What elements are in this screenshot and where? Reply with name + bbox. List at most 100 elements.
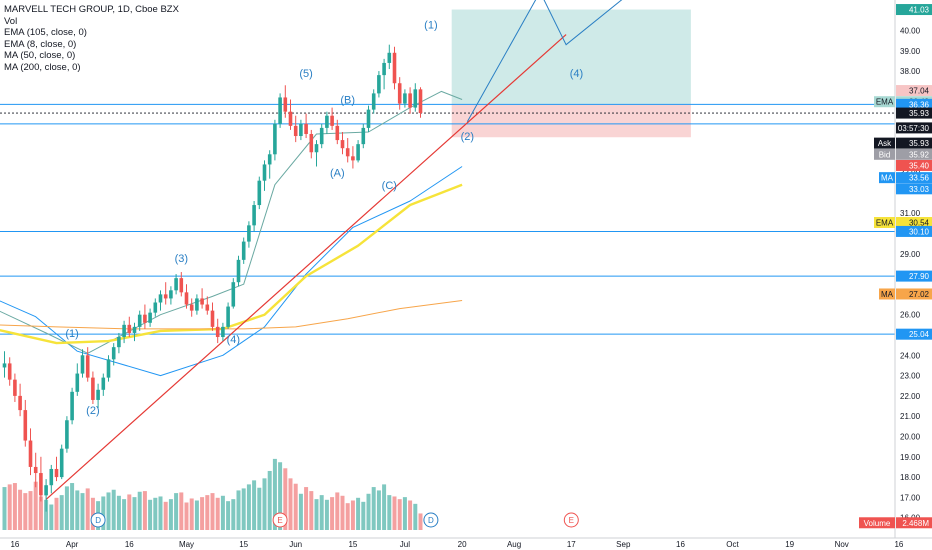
x-tick-label: 16 — [676, 540, 685, 549]
volume-bar — [330, 497, 335, 530]
candle-body — [65, 420, 69, 449]
price-tag-value: 35.92 — [909, 150, 930, 159]
volume-bar — [148, 499, 153, 530]
volume-bar — [59, 495, 64, 530]
y-tick-label: 38.00 — [900, 67, 921, 76]
legend-ema8[interactable]: EMA (8, close, 0) — [4, 38, 77, 50]
candle-body — [231, 282, 236, 307]
volume-bar — [184, 502, 189, 530]
volume-bar — [324, 499, 329, 530]
legend-ma200[interactable]: MA (200, close, 0) — [4, 61, 81, 73]
candle-body — [345, 148, 350, 157]
volume-bar — [194, 500, 199, 530]
volume-bar — [257, 487, 262, 530]
candle-body — [174, 278, 178, 291]
volume-bar — [111, 489, 116, 530]
price-tag — [896, 122, 932, 134]
x-tick-label: 16 — [10, 540, 19, 549]
volume-bars — [2, 458, 423, 530]
candle-body — [49, 468, 54, 486]
volume-bar — [231, 499, 236, 530]
volume-bar — [127, 494, 132, 530]
trend-drawings[interactable] — [45, 0, 644, 500]
price-tag-prefix-box — [874, 148, 895, 160]
candle-body — [75, 373, 80, 392]
candle-body — [169, 290, 173, 299]
volume-bar — [210, 493, 215, 530]
candle-body — [96, 389, 100, 400]
volume-bar — [189, 498, 194, 530]
candle-body — [111, 347, 116, 360]
volume-bar — [413, 503, 418, 530]
volume-bar — [376, 490, 381, 530]
candle-body — [293, 125, 298, 137]
volume-bar — [397, 499, 402, 530]
price-tag — [896, 148, 932, 160]
volume-bar — [288, 478, 293, 530]
x-tick-label: Nov — [835, 540, 849, 549]
volume-bar — [246, 484, 251, 530]
candle-body — [408, 93, 412, 108]
long-position-zone[interactable] — [451, 9, 691, 138]
candle-body — [304, 123, 308, 134]
price-tag-value: 35.93 — [909, 109, 930, 118]
candle-body — [397, 83, 402, 104]
volume-bar — [366, 493, 371, 530]
candle-body — [23, 410, 28, 441]
series-line — [0, 300, 463, 330]
wave-label: (C) — [382, 180, 397, 192]
candle-body — [413, 89, 418, 108]
legend-ema105[interactable]: EMA (105, close, 0) — [4, 27, 87, 38]
legend-volume[interactable]: Vol — [4, 15, 18, 27]
y-tick-label: 20.00 — [900, 432, 921, 441]
price-tag-prefix: Bid — [879, 150, 891, 159]
candle-body — [356, 144, 360, 161]
volume-bar — [304, 487, 309, 530]
price-tag-prefix-box — [879, 172, 895, 184]
volume-bar — [356, 497, 361, 530]
candle-body — [158, 294, 163, 303]
volume-bar — [241, 488, 246, 530]
volume-bar — [80, 493, 85, 530]
volume-bar — [236, 490, 241, 530]
legend-title[interactable]: MARVELL TECH GROUP, 1D, Cboe BZX — [4, 4, 179, 15]
candle-body — [325, 115, 329, 128]
volume-bar — [2, 487, 7, 530]
candle-body — [236, 259, 241, 283]
volume-bar — [382, 484, 387, 530]
x-tick-label: Jul — [400, 540, 410, 549]
legend-ma50[interactable]: MA (50, close, 0) — [4, 50, 76, 61]
x-axis: 16 Apr 16 May 15 Jun 15 Jul 20 Aug 17 Sep 16 Oct 19 Nov… — [0, 537, 932, 549]
volume-bar — [345, 503, 350, 530]
volume-bar — [387, 495, 392, 530]
price-tag-prefix-box — [879, 288, 895, 300]
candle-body — [387, 52, 392, 63]
x-tick-label: Sep — [616, 540, 631, 549]
candle-body — [18, 395, 22, 411]
y-tick-label: 18.00 — [900, 473, 921, 482]
price-tag-value: 35.93 — [909, 139, 930, 148]
candle-body — [7, 363, 12, 380]
candle-body — [2, 363, 7, 368]
candle-body — [85, 355, 90, 378]
volume-bar — [408, 500, 413, 530]
price-tag — [896, 137, 932, 149]
volume-bar — [205, 495, 210, 530]
price-tag-value: 41.03 — [909, 6, 930, 15]
x-tick-label: 17 — [567, 540, 576, 549]
candle-body — [273, 123, 277, 155]
price-tag — [896, 328, 932, 340]
price-tag-prefix: EMA — [876, 219, 894, 228]
candle-body — [137, 314, 142, 327]
candle-body — [309, 133, 314, 153]
y-tick-label: 19.00 — [900, 453, 921, 462]
volume-bar — [174, 493, 179, 530]
event-marker — [272, 512, 288, 528]
candle-body — [314, 144, 319, 153]
price-tag-value: 33.56 — [909, 174, 930, 183]
volume-bar — [220, 495, 225, 530]
y-tick-label: 26.00 — [900, 311, 921, 320]
volume-bar — [418, 513, 423, 530]
